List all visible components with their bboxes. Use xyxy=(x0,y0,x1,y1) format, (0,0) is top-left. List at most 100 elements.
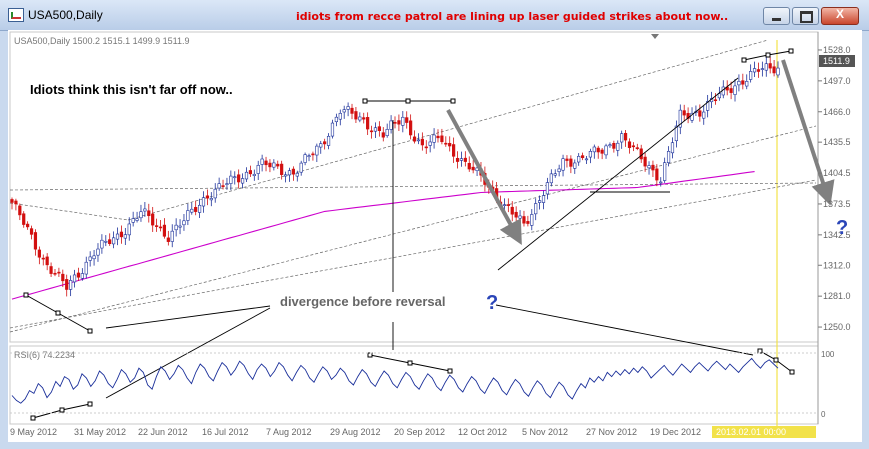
candle-body xyxy=(29,228,34,235)
candle-body xyxy=(678,109,682,128)
candle-body xyxy=(303,154,307,163)
minimize-button[interactable] xyxy=(763,7,790,25)
time-axis-ticks: 9 May 2012 31 May 2012 22 Jun 2012 16 Jul 2… xyxy=(10,427,764,437)
candle-body xyxy=(65,279,69,290)
candle-body xyxy=(229,175,233,184)
candle-body xyxy=(369,130,374,133)
projection-arrows xyxy=(446,59,835,246)
candle-body xyxy=(412,136,417,142)
time-tick-label: 12 Oct 2012 xyxy=(458,427,507,437)
candle-body xyxy=(256,165,260,174)
candle-body xyxy=(545,182,550,195)
title-bar[interactable]: USA500,Daily idiots from recce patrol ar… xyxy=(0,0,869,31)
time-tick-label: 20 Sep 2012 xyxy=(394,427,445,437)
candle-body xyxy=(588,151,593,158)
candle-body xyxy=(397,120,401,125)
time-tick-label: 16 Jul 2012 xyxy=(202,427,249,437)
candle-body xyxy=(362,117,366,120)
close-button[interactable]: X xyxy=(821,7,859,25)
marker-node xyxy=(447,368,453,374)
candle-body xyxy=(186,210,190,221)
candle-body xyxy=(354,111,358,120)
candle-body xyxy=(69,280,73,290)
candle-body xyxy=(143,208,147,212)
candle-body xyxy=(276,163,280,167)
candle-body xyxy=(620,133,624,143)
candle-body xyxy=(299,162,303,173)
candle-body xyxy=(764,63,768,71)
candle-body xyxy=(112,237,116,245)
marker-node xyxy=(757,348,763,354)
marker-node xyxy=(55,310,61,316)
candle-body xyxy=(158,226,163,229)
time-tick-label: 31 May 2012 xyxy=(74,427,126,437)
marker-node xyxy=(788,48,794,54)
candle-body xyxy=(549,173,553,184)
candle-body xyxy=(604,145,608,156)
candle-body xyxy=(166,237,170,242)
chart-dropdown-icon[interactable] xyxy=(651,34,659,39)
candle-body xyxy=(455,157,460,162)
candle-body xyxy=(162,224,167,237)
candle-body xyxy=(518,215,522,219)
candle-body xyxy=(14,200,18,205)
candle-body xyxy=(752,68,757,73)
banner-annotation: idiots from recce patrol are lining up l… xyxy=(296,10,729,23)
candle-body xyxy=(311,153,315,156)
candle-body xyxy=(96,248,100,256)
candle-body xyxy=(596,147,600,153)
candle-body xyxy=(760,68,764,70)
candle-body xyxy=(432,134,436,143)
candle-body xyxy=(373,127,378,132)
arrow-down-mid xyxy=(446,109,522,246)
candle-body xyxy=(139,211,143,219)
candle-body xyxy=(174,224,178,231)
candle-body xyxy=(84,261,88,275)
rsi-line xyxy=(11,357,779,404)
window-title: USA500,Daily xyxy=(28,8,103,22)
maximize-button[interactable] xyxy=(792,7,819,25)
candle-body xyxy=(741,80,745,85)
marker-node xyxy=(362,98,368,104)
candle-body xyxy=(33,232,38,250)
candle-body xyxy=(350,107,354,114)
candle-body xyxy=(260,158,264,165)
annotation-pointer-right xyxy=(495,304,754,356)
candle-body xyxy=(569,158,573,167)
candle-body xyxy=(190,208,194,213)
time-tick-label: 19 Dec 2012 xyxy=(650,427,701,437)
moving-average-line xyxy=(11,171,755,300)
marker-node xyxy=(87,401,93,407)
trendline-channel-top xyxy=(127,39,769,221)
candle-body xyxy=(385,129,389,136)
date-marker-label: 2013.02.01 00:00 xyxy=(716,427,786,437)
candle-body xyxy=(530,214,534,226)
candle-body xyxy=(745,81,749,87)
time-tick-label: 7 Aug 2012 xyxy=(266,427,312,437)
chart-area[interactable]: USA500,Daily 1500.2 1515.1 1499.9 1511.9… xyxy=(8,30,862,442)
candle-body xyxy=(104,240,108,243)
candle-body xyxy=(674,125,678,142)
chart-app-icon xyxy=(8,8,24,22)
price-tick-label: 1281.0 xyxy=(823,291,851,301)
price-tick-label: 1373.5 xyxy=(823,199,851,209)
annotation-diagonal-rise xyxy=(497,77,739,271)
idiots-note: Idiots think this isn't far off now.. xyxy=(30,82,233,97)
trend-lines xyxy=(9,39,817,333)
marker-node xyxy=(773,357,779,363)
candle-body xyxy=(608,144,612,147)
price-tick-label: 1312.0 xyxy=(823,260,851,270)
candle-body xyxy=(330,122,335,137)
rsi-panel-frame xyxy=(9,345,819,425)
candle-body xyxy=(647,165,651,169)
candle-body xyxy=(631,145,635,148)
marker-node xyxy=(450,98,456,104)
time-tick-label: 29 Aug 2012 xyxy=(330,427,381,437)
candle-body xyxy=(115,233,120,240)
trendline-channel-mid xyxy=(9,125,817,333)
candle-body xyxy=(651,164,655,171)
time-tick-label: 22 Jun 2012 xyxy=(138,427,188,437)
candle-body xyxy=(221,185,225,187)
marker-node xyxy=(789,369,795,375)
